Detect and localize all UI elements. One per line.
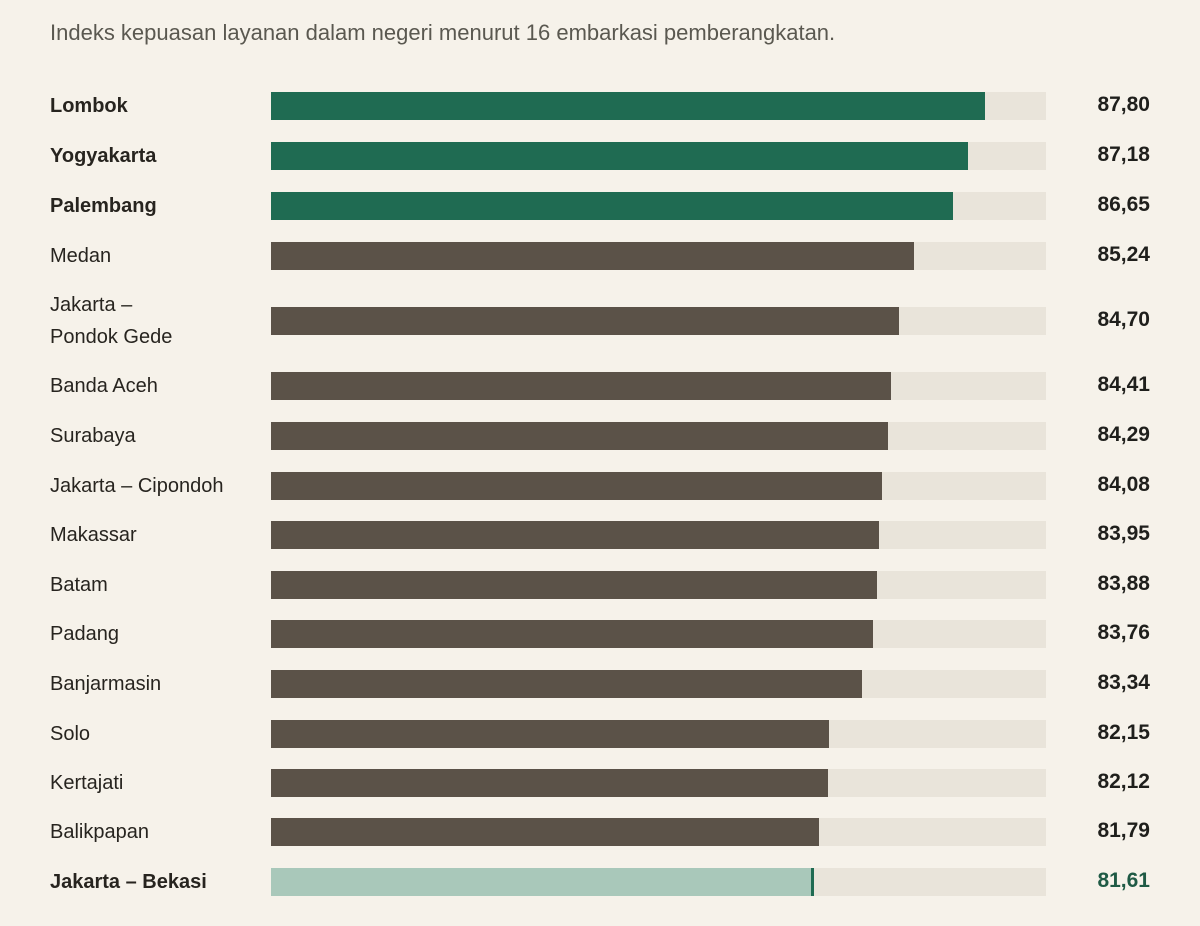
bar-track (271, 521, 1046, 549)
value-label: 84,41 (1097, 373, 1150, 396)
category-label: Jakarta – Pondok Gede (50, 289, 172, 353)
category-label: Kertajati (50, 767, 123, 799)
category-label-line: Solo (50, 723, 91, 745)
bar (271, 720, 829, 748)
category-label-line: Palembang (50, 195, 157, 217)
value-label: 83,95 (1097, 522, 1150, 545)
category-label-line: Banjarmasin (50, 673, 162, 695)
category-label-line: Jakarta – Cipondoh (50, 475, 224, 497)
bar (271, 620, 874, 648)
bar (271, 307, 900, 335)
bar-end-marker (810, 868, 814, 896)
category-label: Surabaya (50, 420, 136, 452)
chart-subtitle: Indeks kepuasan layanan dalam negeri men… (50, 20, 836, 45)
value-label: 84,70 (1097, 308, 1150, 331)
bar-track (271, 242, 1046, 270)
bar (271, 818, 819, 846)
category-label-line: Batam (50, 574, 108, 596)
category-label-line: Yogyakarta (50, 145, 157, 167)
value-label: 82,12 (1097, 770, 1150, 793)
category-label-line: Balikpapan (50, 821, 149, 843)
bar (271, 142, 968, 170)
category-label: Balikpapan (50, 816, 149, 848)
category-label: Makassar (50, 519, 137, 551)
category-label: Banjarmasin (50, 668, 161, 700)
category-label-line: Banda Aceh (50, 375, 158, 397)
bar (271, 192, 954, 220)
value-label: 81,61 (1097, 869, 1150, 892)
bar-track (271, 307, 1046, 335)
category-label: Jakarta – Cipondoh (50, 470, 223, 502)
category-label: Lombok (50, 90, 128, 122)
value-label: 81,79 (1097, 819, 1150, 842)
value-label: 85,24 (1097, 243, 1150, 266)
category-label: Medan (50, 240, 111, 272)
value-label: 83,88 (1097, 572, 1150, 595)
bar-track (271, 769, 1046, 797)
category-label-line: Jakarta – (50, 294, 133, 316)
category-label: Batam (50, 569, 108, 601)
bar (271, 868, 814, 896)
value-label: 83,34 (1097, 671, 1150, 694)
value-label: 87,80 (1097, 93, 1150, 116)
value-label: 86,65 (1097, 193, 1150, 216)
category-label: Padang (50, 618, 119, 650)
category-label-line: Kertajati (50, 772, 124, 794)
category-label: Solo (50, 718, 90, 750)
bar-track (271, 422, 1046, 450)
bar-track (271, 142, 1046, 170)
category-label-line: Padang (50, 623, 119, 645)
value-label: 87,18 (1097, 143, 1150, 166)
value-label: 84,08 (1097, 473, 1150, 496)
bar (271, 521, 879, 549)
bar (271, 422, 888, 450)
bar (271, 242, 915, 270)
category-label-line: Medan (50, 245, 112, 267)
value-label: 84,29 (1097, 423, 1150, 446)
bar-track (271, 818, 1046, 846)
category-label-line: Pondok Gede (50, 326, 173, 348)
bar-track (271, 472, 1046, 500)
category-label: Banda Aceh (50, 370, 158, 402)
category-label: Yogyakarta (50, 140, 156, 172)
bar (271, 472, 883, 500)
value-label: 83,76 (1097, 621, 1150, 644)
bar (271, 92, 986, 120)
bar-track (271, 720, 1046, 748)
bar (271, 769, 828, 797)
bar (271, 372, 892, 400)
category-label-line: Surabaya (50, 425, 136, 447)
bar-track (271, 92, 1046, 120)
category-label-line: Jakarta – Bekasi (50, 871, 207, 893)
bar-track (271, 620, 1046, 648)
bar (271, 670, 862, 698)
bar (271, 571, 877, 599)
category-label-line: Makassar (50, 524, 137, 546)
category-label-line: Lombok (50, 95, 128, 117)
bar-track (271, 571, 1046, 599)
value-label: 82,15 (1097, 721, 1150, 744)
bar-track (271, 670, 1046, 698)
bar-track (271, 868, 1046, 896)
category-label: Palembang (50, 190, 157, 222)
bar-track (271, 192, 1046, 220)
bar-track (271, 372, 1046, 400)
category-label: Jakarta – Bekasi (50, 866, 207, 898)
